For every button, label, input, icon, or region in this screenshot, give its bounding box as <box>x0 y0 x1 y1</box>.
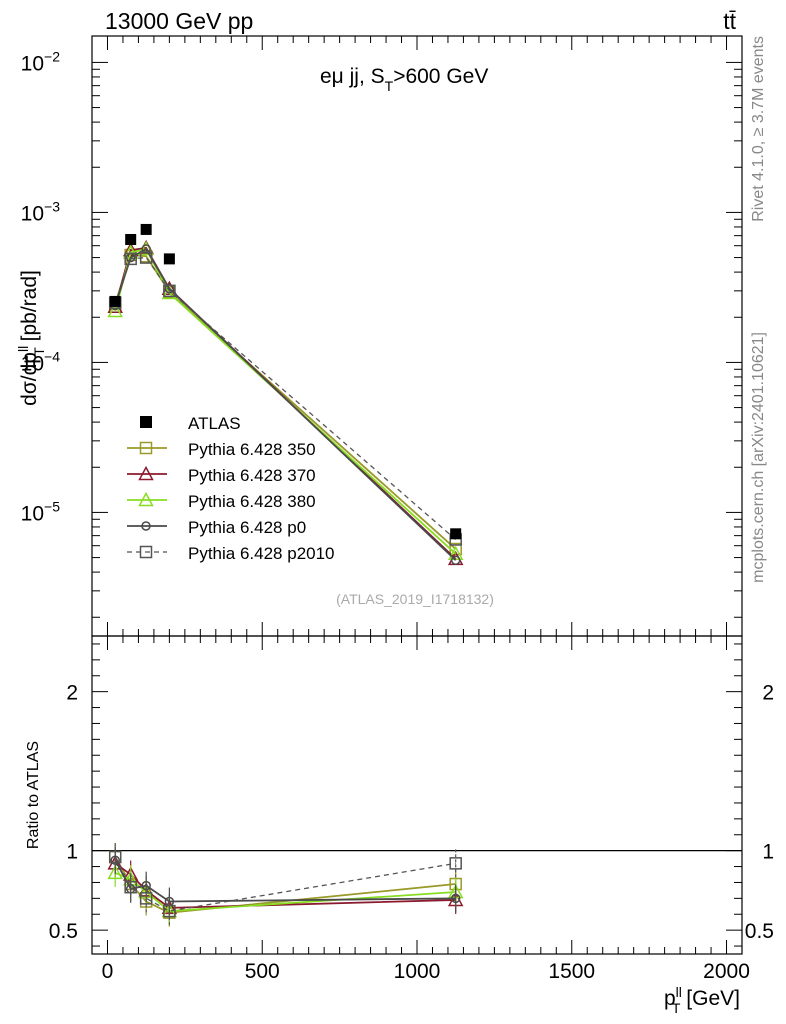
legend-label: Pythia 6.428 350 <box>188 440 316 459</box>
main-series <box>107 223 464 566</box>
atlas-data-point <box>140 223 152 235</box>
series-point <box>141 244 151 254</box>
main-y-axis-label: dσ/dpllT [pb/rad] <box>15 270 47 406</box>
ratio-point <box>163 904 176 918</box>
series-point <box>124 252 137 266</box>
atlas-data-point <box>109 295 121 307</box>
x-axis-label: pll T [GeV] <box>664 984 740 1016</box>
ylabel-b: [pb/rad] <box>18 270 41 347</box>
xlabel-p: p <box>664 987 676 1010</box>
ratio-tick-label-right: 0.5 <box>745 920 774 943</box>
ylabel-a: dσ/dp <box>18 352 41 406</box>
x-tick-label: 1500 <box>548 960 595 983</box>
y-tick-base: 10 <box>21 352 44 375</box>
legend-label: Pythia 6.428 p2010 <box>188 544 335 563</box>
title-sub: T <box>385 78 394 94</box>
ratio-series <box>107 843 464 927</box>
y-tick-label: 10−2 <box>21 48 61 75</box>
ratio-point <box>139 892 153 905</box>
atlas-data-point <box>125 233 137 245</box>
y-tick-base: 10 <box>21 202 44 225</box>
legend-marker <box>139 545 153 559</box>
ratio-tick-label-right: 2 <box>762 682 774 705</box>
y-tick-exponent: −2 <box>44 48 60 64</box>
legend-atlas-label: ATLAS <box>188 414 241 433</box>
plot-title: eμ jj, ST>600 GeV <box>320 65 488 94</box>
ratio-y-axis-label: Ratio to ATLAS <box>25 741 42 849</box>
legend-marker <box>141 521 151 531</box>
y-tick-exponent: −4 <box>44 348 60 364</box>
y-tick-exponent: −3 <box>44 198 60 214</box>
y-tick-base: 10 <box>21 502 44 525</box>
y-tick-label: 10−4 <box>21 348 61 375</box>
svg-text:eμ jj, ST>600 GeV: eμ jj, ST>600 GeV <box>320 65 488 94</box>
title-prefix: eμ jj, S <box>320 65 385 88</box>
legend-label: Pythia 6.428 380 <box>188 492 316 511</box>
ylabel-sup: ll <box>15 346 31 352</box>
ratio-tick-label-right: 1 <box>762 841 774 864</box>
rivet-version-label: Rivet 4.1.0, ≥ 3.7M events <box>750 36 767 222</box>
ratio-tick-label-left: 0.5 <box>49 920 78 943</box>
analysis-id-label: (ATLAS_2019_I1718132) <box>336 591 494 607</box>
ratio-tick-label-left: 1 <box>66 841 78 864</box>
xlabel-sup: ll <box>676 984 682 1000</box>
atlas-data-point <box>450 528 462 540</box>
legend-marker <box>138 491 154 507</box>
xlabel-sub: T <box>672 1000 681 1016</box>
ratio-point <box>108 850 122 864</box>
legend-marker <box>139 441 153 455</box>
y-tick-label: 10−3 <box>21 198 61 225</box>
legend-label: Pythia 6.428 370 <box>188 466 316 485</box>
y-tick-base: 10 <box>21 52 44 75</box>
series-point <box>107 302 123 318</box>
y-tick-label: 10−5 <box>21 498 61 525</box>
legend-marker <box>138 465 154 481</box>
xlabel-unit: [GeV] <box>680 987 740 1010</box>
ratio-panel-frame <box>91 635 743 955</box>
x-tick-label: 2000 <box>703 960 750 983</box>
energy-label: 13000 GeV pp <box>105 8 253 34</box>
mcplots-label: mcplots.cern.ch [arXiv:2401.10621] <box>750 332 767 583</box>
ratio-point <box>124 880 137 894</box>
ratio-point <box>449 857 462 870</box>
ratio-point <box>107 864 123 880</box>
y-tick-exponent: −5 <box>44 498 60 514</box>
legend-label: Pythia 6.428 p0 <box>188 518 306 537</box>
legend-atlas-marker <box>140 416 152 428</box>
axis-ticks <box>91 36 743 954</box>
process-label: tt̄ <box>723 8 736 34</box>
x-tick-label: 0 <box>102 960 114 983</box>
legend: ATLAS Pythia 6.428 350 Pythia 6.428 370 Pyt… <box>127 414 335 563</box>
svg-text:pllT [GeV]: pll T [GeV] <box>664 984 740 1016</box>
atlas-data-point <box>163 253 175 265</box>
svg-text:dσ/dpllT [pb/rad]: dσ/dpllT [pb/rad] <box>15 270 47 406</box>
ylabel-sub: T <box>31 347 47 356</box>
x-tick-label: 500 <box>245 960 280 983</box>
series-point <box>450 555 461 565</box>
series-line <box>114 256 457 540</box>
series-point <box>139 251 153 264</box>
ratio-point <box>450 893 461 904</box>
ratio-tick-label-left: 2 <box>66 682 78 705</box>
ratio-line <box>114 856 456 912</box>
title-suffix: >600 GeV <box>393 65 488 88</box>
x-tick-label: 1000 <box>394 960 441 983</box>
series-point <box>163 284 176 298</box>
